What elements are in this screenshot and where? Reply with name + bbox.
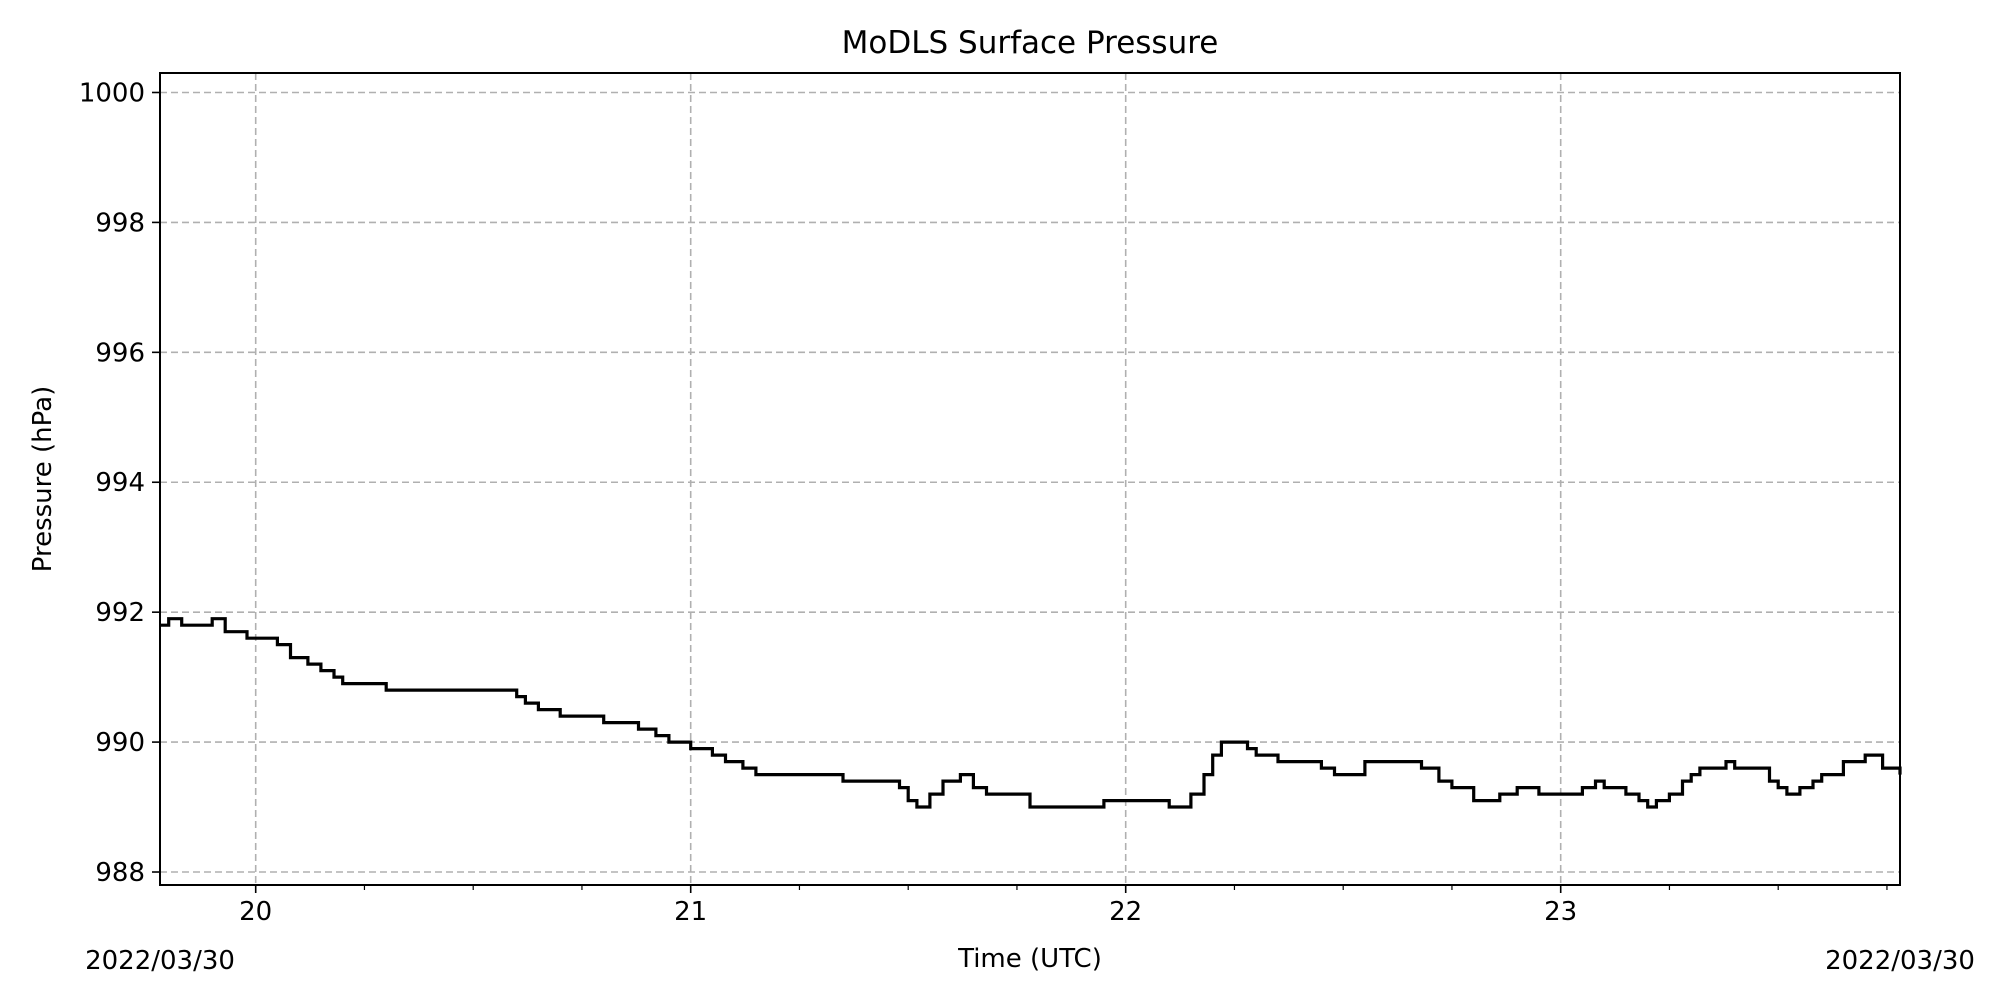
x-tick-label: 20 bbox=[239, 897, 272, 927]
pressure-series-line bbox=[160, 617, 1902, 809]
plot-area-frame bbox=[159, 72, 1901, 886]
x-axis-label: Time (UTC) bbox=[957, 944, 1102, 974]
x-tick-label: 23 bbox=[1544, 897, 1577, 927]
chart-title: MoDLS Surface Pressure bbox=[842, 25, 1219, 61]
x-tick-label: 22 bbox=[1109, 897, 1142, 927]
y-tick-label: 998 bbox=[95, 208, 145, 238]
y-tick-label: 992 bbox=[95, 598, 145, 628]
x-axis-end-date: 2022/03/30 bbox=[1825, 946, 1975, 976]
x-tick-label: 21 bbox=[674, 897, 707, 927]
y-tick-label: 1000 bbox=[79, 78, 145, 108]
y-tick-label: 990 bbox=[95, 728, 145, 758]
y-axis-label: Pressure (hPa) bbox=[28, 386, 58, 573]
data-series bbox=[160, 617, 1902, 809]
axis-ticks: 988 990 992 994 996 998 1000 20 21 22 23 bbox=[79, 78, 1888, 927]
x-axis-start-date: 2022/03/30 bbox=[85, 946, 235, 976]
y-tick-label: 988 bbox=[95, 858, 145, 888]
y-tick-label: 996 bbox=[95, 338, 145, 368]
y-tick-label: 994 bbox=[95, 468, 145, 498]
grid-lines bbox=[160, 73, 1900, 885]
